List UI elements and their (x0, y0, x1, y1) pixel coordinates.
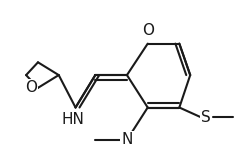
Text: S: S (201, 110, 211, 125)
Text: N: N (121, 132, 133, 147)
Text: HN: HN (61, 112, 84, 127)
Text: O: O (25, 80, 37, 95)
Text: O: O (142, 23, 154, 38)
